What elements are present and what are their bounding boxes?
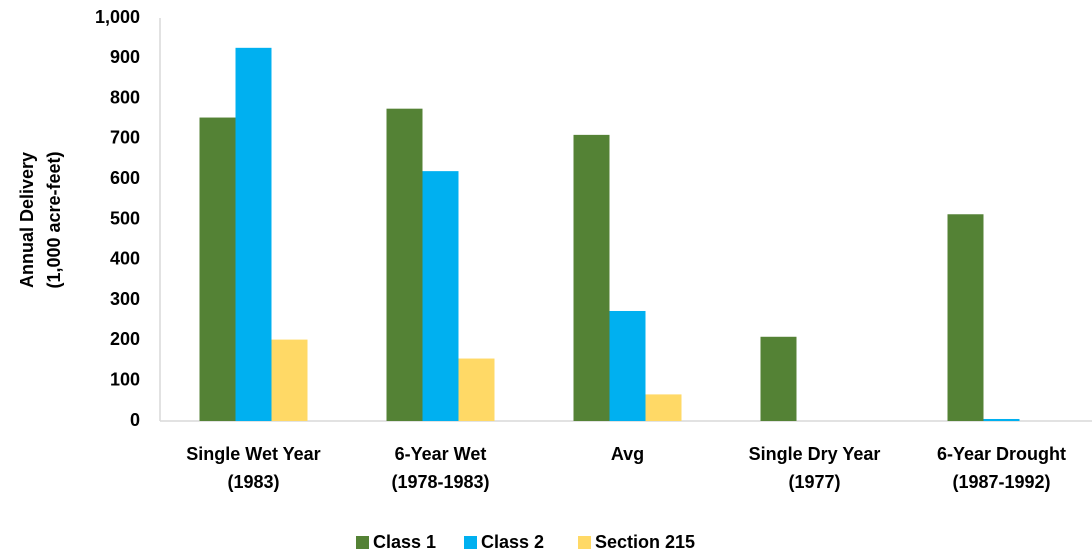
y-tick-label: 0 [130,410,140,430]
y-tick-label: 500 [110,208,140,228]
bar [271,339,308,421]
legend-label: Class 2 [481,532,544,552]
legend-label: Class 1 [373,532,436,552]
x-tick-label: (1987-1992) [952,472,1050,492]
bar [573,134,610,421]
y-tick-label: 300 [110,289,140,309]
x-tick-label: (1978-1983) [391,472,489,492]
y-tick-label: 100 [110,369,140,389]
y-tick-label: 900 [110,47,140,67]
legend-label: Section 215 [595,532,695,552]
bar [386,108,423,422]
x-tick-label: (1983) [227,472,279,492]
y-tick-label: 400 [110,249,140,269]
bar [760,336,797,421]
legend-swatch [578,536,591,549]
y-tick-label: 700 [110,128,140,148]
bar [235,47,272,422]
bar [983,418,1020,421]
x-tick-label: Avg [611,444,644,464]
x-tick-label: 6-Year Wet [395,444,487,464]
bar [609,310,646,421]
y-axis-label: Annual Delivery [17,152,37,288]
bar [458,358,495,421]
y-tick-label: 800 [110,87,140,107]
bar [645,394,682,421]
y-tick-label: 1,000 [95,7,140,27]
x-tick-label: (1977) [788,472,840,492]
y-axis-label: (1,000 acre-feet) [44,151,64,288]
bar [422,171,459,421]
y-tick-label: 600 [110,168,140,188]
x-tick-label: 6-Year Drought [937,444,1066,464]
bar [199,117,236,421]
legend-swatch [464,536,477,549]
legend-swatch [356,536,369,549]
x-tick-label: Single Wet Year [186,444,320,464]
y-tick-label: 200 [110,329,140,349]
bar [947,214,984,421]
x-tick-label: Single Dry Year [749,444,881,464]
